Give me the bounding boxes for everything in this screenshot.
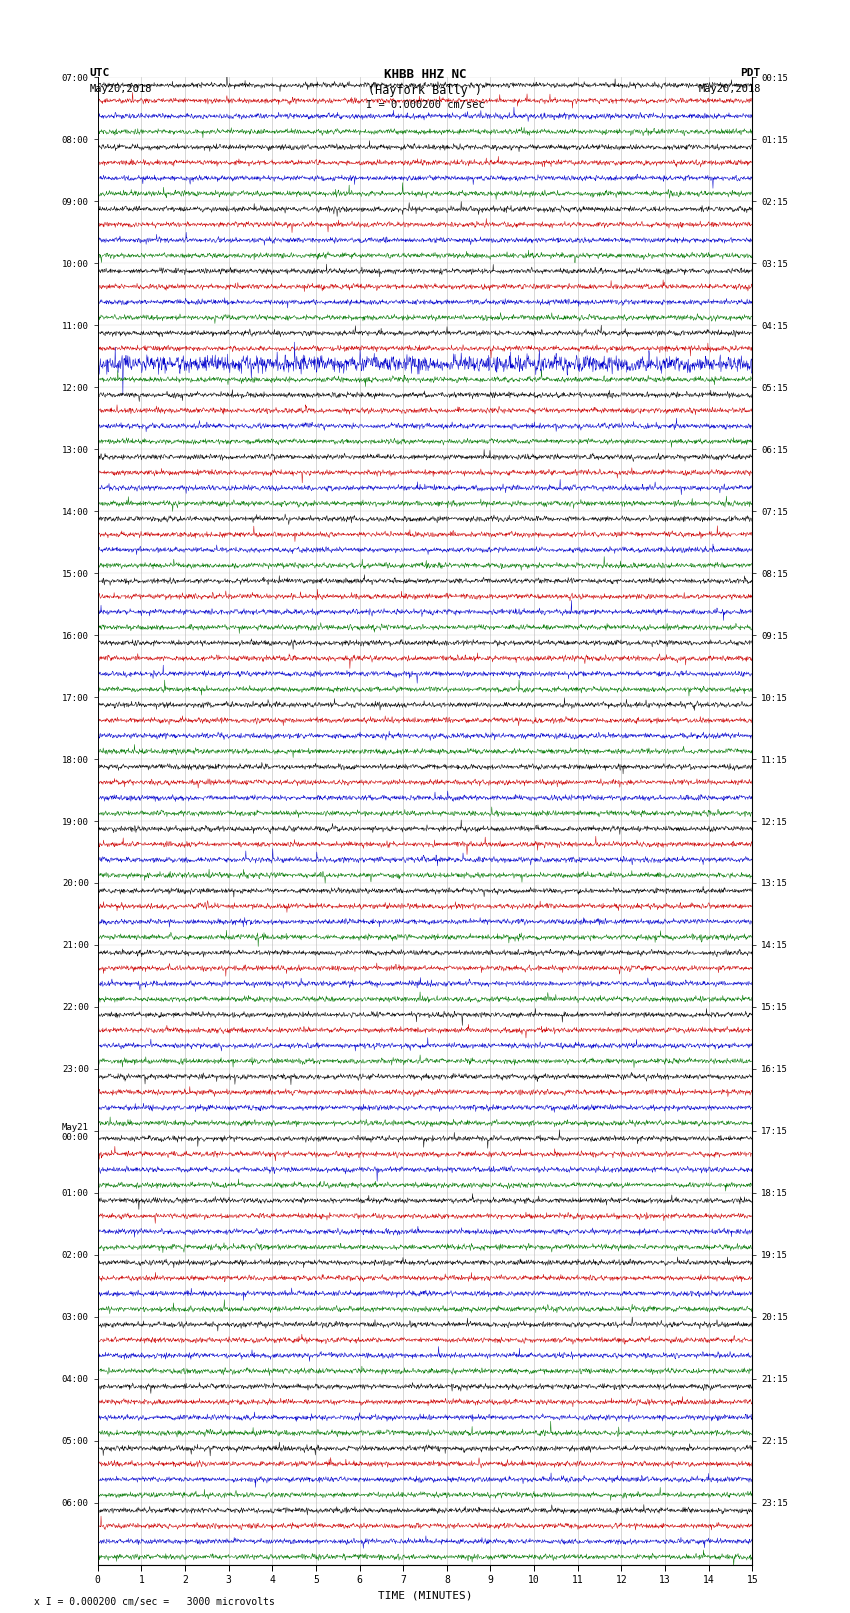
Text: May20,2018: May20,2018 (89, 84, 152, 94)
Text: PDT: PDT (740, 68, 761, 77)
Text: May20,2018: May20,2018 (698, 84, 761, 94)
Text: I = 0.000200 cm/sec: I = 0.000200 cm/sec (366, 100, 484, 110)
Text: UTC: UTC (89, 68, 110, 77)
Text: (Hayfork Bally ): (Hayfork Bally ) (368, 84, 482, 97)
Text: KHBB HHZ NC: KHBB HHZ NC (383, 68, 467, 81)
Text: x I = 0.000200 cm/sec =   3000 microvolts: x I = 0.000200 cm/sec = 3000 microvolts (34, 1597, 275, 1607)
X-axis label: TIME (MINUTES): TIME (MINUTES) (377, 1590, 473, 1600)
